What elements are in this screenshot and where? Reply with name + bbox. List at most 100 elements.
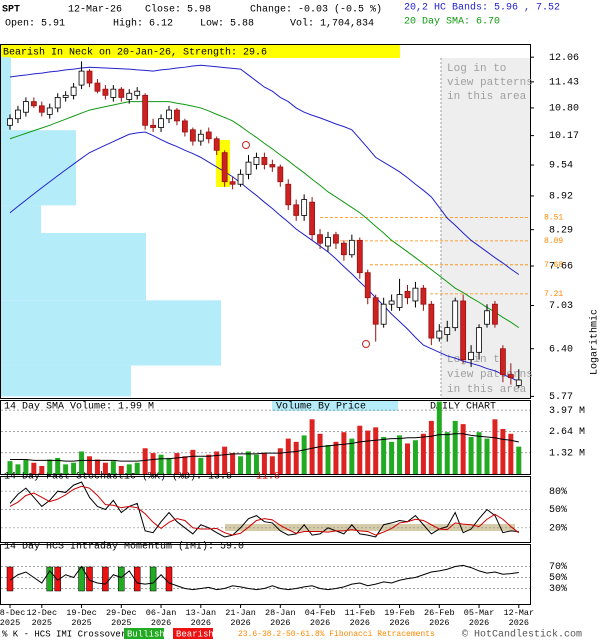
volume-bar — [277, 448, 283, 474]
volume-by-price-bar — [1, 365, 131, 397]
volume-bar — [214, 451, 220, 474]
chart-label: DAILY CHART — [430, 402, 496, 413]
candle-body — [372, 297, 379, 325]
y-tick-label: 11.43 — [549, 77, 579, 88]
candle-body — [205, 131, 212, 140]
y-tick-label: 3.97 M — [549, 406, 585, 417]
y-tick-label: 8.92 — [549, 192, 573, 203]
candle-body — [134, 90, 141, 96]
open: Open: 5.91 — [5, 19, 65, 30]
bearish-crossover — [86, 566, 93, 592]
bearish-crossover — [54, 566, 61, 592]
volume-bar — [253, 454, 259, 474]
login-text-line: Log in to — [447, 63, 506, 75]
candle-body — [7, 118, 13, 126]
login-text-line: view patterns — [447, 369, 533, 381]
volume-bar — [150, 453, 156, 474]
symbol: SPT — [2, 5, 20, 16]
bearish-crossover — [6, 566, 14, 592]
footer-crossover: % K - HCS IMI Crossover, — [2, 629, 132, 639]
volume-by-price-bar — [1, 300, 221, 366]
candle-body — [229, 181, 236, 185]
candle-body — [269, 164, 276, 168]
candle-body — [404, 290, 411, 299]
volume-bar — [94, 459, 100, 474]
bearish-key — [173, 628, 213, 639]
candle-body — [197, 133, 204, 142]
candle-body — [86, 70, 93, 84]
candle-body — [22, 101, 29, 113]
signal-circle — [242, 141, 250, 149]
login-text-line: view patterns — [447, 77, 533, 89]
volume-bar — [508, 433, 514, 474]
indicator-line — [9, 564, 519, 591]
x-tick-label: 06-Jan 2026 — [145, 608, 177, 628]
bullish-key — [124, 628, 164, 639]
stochastic-title: 14 Day Fast Stochastic (%K) (%D): 13.8 — [4, 471, 232, 483]
volume-bar — [190, 449, 196, 474]
candle-body — [245, 161, 252, 175]
candle-body — [30, 101, 37, 107]
x-tick-label: 05-Mar 2026 — [463, 608, 495, 628]
candle-body — [317, 234, 323, 244]
high: High: 6.12 — [113, 18, 173, 30]
volume-bar — [436, 401, 442, 474]
candle-body — [515, 379, 522, 386]
candle-body — [468, 351, 475, 361]
candle-body — [158, 118, 164, 128]
pattern-title: Bearish In Neck on 20-Jan-26, Strength: … — [3, 47, 267, 59]
volume-by-price-bar — [1, 232, 146, 301]
volume-bar — [15, 464, 21, 474]
candle-body — [174, 109, 180, 122]
fib-label: 8.09 — [544, 237, 563, 246]
volume-bar — [47, 459, 53, 474]
candle-body — [476, 327, 482, 353]
candle-body — [54, 97, 61, 109]
y-tick-label: 7.03 — [549, 301, 573, 312]
volume-by-price-bar — [1, 130, 76, 206]
y-tick-label: 5.77 — [549, 392, 573, 403]
candle-body — [102, 88, 109, 96]
volume-bar — [198, 457, 204, 474]
low: Low: 5.88 — [200, 19, 254, 30]
candle-body — [181, 120, 188, 133]
volume-bar — [158, 454, 164, 474]
lower-band — [9, 131, 520, 382]
date: 12-Mar-26 — [68, 5, 122, 16]
candle-body — [166, 109, 172, 120]
sma-line — [9, 101, 520, 329]
candle-body — [460, 300, 467, 361]
x-tick-label: 12-Dec 2025 — [26, 608, 58, 628]
volume-bar — [428, 420, 434, 474]
candle-body — [301, 199, 308, 216]
volume-bar — [63, 464, 69, 474]
y-tick-label: 80% — [549, 487, 567, 498]
candle-body — [380, 303, 387, 325]
candle-body — [484, 310, 490, 325]
x-tick-label: 21-Jan 2026 — [225, 608, 256, 628]
volume-bar — [134, 462, 140, 474]
candle-body — [142, 94, 149, 126]
volume-bar — [102, 462, 108, 474]
volume-bar — [246, 451, 251, 474]
bearish-crossover — [165, 566, 173, 592]
volume-bar — [309, 419, 315, 474]
volume-bar — [87, 456, 92, 474]
volume-bar — [269, 456, 275, 474]
volume-bar — [333, 441, 339, 474]
y-axis-label: Logarithmic — [589, 309, 600, 375]
y-tick-label: 6.40 — [549, 344, 573, 355]
candle-body — [15, 109, 21, 120]
candle-body — [452, 300, 459, 329]
volume-bar — [222, 446, 228, 474]
bullish-label: Bullish — [127, 629, 165, 639]
volume: Vol: 1,704,834 — [290, 18, 374, 30]
volume-bar — [468, 437, 474, 474]
volume-bar — [293, 441, 299, 474]
x-tick-label: 11-Feb 2026 — [344, 608, 376, 628]
fib-label: 7.68 — [544, 261, 563, 270]
volume-bar — [325, 445, 331, 474]
candle-body — [388, 300, 395, 305]
x-tick-label: 26-Feb 2026 — [423, 608, 455, 628]
